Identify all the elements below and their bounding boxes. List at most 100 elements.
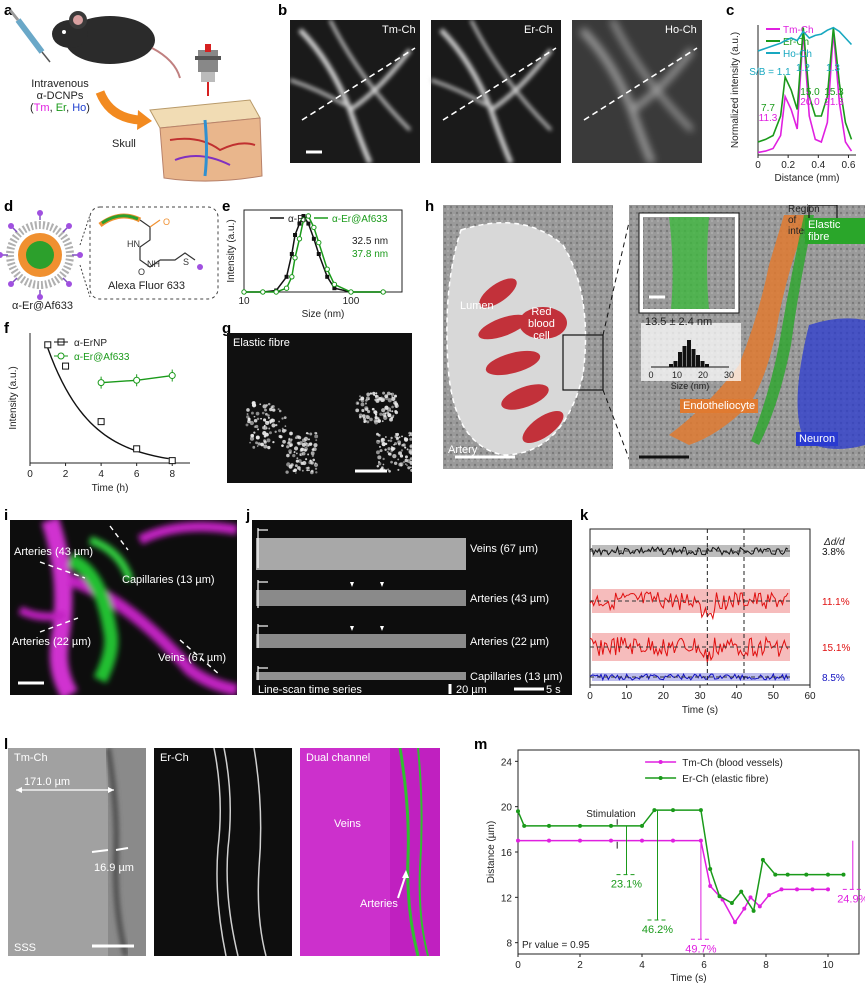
x-tick-label: 4 xyxy=(98,469,104,480)
data-point xyxy=(767,893,772,898)
y-axis-label: Normalized intensity (a.u.) xyxy=(730,32,741,148)
fibre-dot xyxy=(409,432,412,437)
fibre-dot xyxy=(391,405,394,409)
change-label: 23.1% xyxy=(611,879,642,891)
x-tick-label: 0.4 xyxy=(811,160,825,171)
elastic-fibre-image xyxy=(227,333,412,483)
l-arteries-label: Arteries xyxy=(360,898,398,910)
fibre-dot xyxy=(378,445,382,448)
tm-ch-image-l xyxy=(8,748,146,956)
fibre-dot xyxy=(406,459,411,463)
fibre-dot xyxy=(366,392,371,397)
x-axis-label: Distance (mm) xyxy=(774,173,839,184)
fibre-dot xyxy=(390,460,393,464)
data-point xyxy=(671,808,675,813)
fibre-dot xyxy=(255,411,260,416)
fibre-dot xyxy=(289,431,293,436)
x-axis-label: Time (h) xyxy=(92,483,129,494)
thickness-label: 13.5 ± 2.4 nm xyxy=(645,316,713,328)
fibre-dot xyxy=(255,435,260,440)
hist-axis-label: Size (nm) xyxy=(671,381,710,391)
fibre-dot xyxy=(263,444,268,449)
fibre-dot xyxy=(310,469,314,473)
hist-bar xyxy=(700,361,705,367)
legend-dot-0 xyxy=(658,760,663,764)
data-point xyxy=(301,214,306,218)
fibre-dot xyxy=(245,423,249,427)
i-label-arteries-22: Arteries (22 µm) xyxy=(12,636,92,648)
data-point xyxy=(522,823,527,828)
fibre-dot xyxy=(397,458,400,461)
y-axis-label: Distance (µm) xyxy=(486,821,497,883)
fibre-dot xyxy=(249,436,255,441)
fibre-dot xyxy=(393,461,398,466)
trace-1 xyxy=(589,590,789,621)
data-point xyxy=(305,213,312,219)
fibre-dot xyxy=(288,464,293,469)
trace-2 xyxy=(589,635,789,663)
fibre-dot xyxy=(369,392,373,395)
data-point xyxy=(283,285,290,291)
fibre-dot xyxy=(267,445,271,450)
y-axis-label: Intensity (a.u.) xyxy=(8,366,19,429)
data-point xyxy=(698,808,703,813)
data-point xyxy=(332,286,337,291)
delta-value-3: 8.5% xyxy=(822,673,845,684)
fibre-dot xyxy=(378,460,380,463)
fibre-dot xyxy=(364,402,368,405)
x-tick-label: 8 xyxy=(763,960,769,971)
fibre-dot xyxy=(373,410,378,415)
fibre-dot xyxy=(382,457,385,461)
fibre-dot xyxy=(315,439,318,442)
artery-label: Artery xyxy=(448,444,478,456)
fibre-dot xyxy=(391,410,394,413)
fibre-dot xyxy=(377,462,382,466)
fibre-dot xyxy=(387,447,391,451)
fibre-dot xyxy=(385,436,387,438)
x-tick-label: 40 xyxy=(731,691,743,702)
fibre-dot xyxy=(367,410,371,414)
fibre-dot xyxy=(390,436,393,440)
fibre-dot xyxy=(388,469,391,473)
hist-bar xyxy=(682,346,687,367)
er-label: Er xyxy=(55,102,67,114)
fibre-dot xyxy=(268,427,271,430)
fibre-dot xyxy=(393,401,397,405)
data-point xyxy=(578,838,582,843)
data-point xyxy=(260,289,266,295)
fibre-dot xyxy=(373,419,378,423)
data-point xyxy=(348,289,354,295)
fibre-dot xyxy=(408,434,411,437)
fibre-dot xyxy=(387,468,390,471)
fibre-dot xyxy=(262,431,267,436)
vessel-fluorescence-image xyxy=(10,520,237,695)
ho-ch-image xyxy=(572,20,702,163)
fibre-dot xyxy=(402,460,406,464)
endotheliocyte-label: Endotheliocyte xyxy=(680,399,759,413)
data-point xyxy=(289,252,294,256)
data-point xyxy=(578,823,582,828)
l-width-16: 16.9 µm xyxy=(94,862,134,874)
panel-label-j: j xyxy=(246,507,251,524)
annotation: 15.3 xyxy=(824,87,844,98)
fibre-dot xyxy=(372,391,376,395)
endotheliocyte-region xyxy=(669,215,809,445)
rbc-label-2: blood xyxy=(528,318,555,330)
data-point xyxy=(311,224,317,231)
panel-label-c: c xyxy=(726,2,735,19)
fibre-dot xyxy=(386,391,391,396)
y-tick-label: 12 xyxy=(501,893,513,904)
fibre-dot xyxy=(395,406,398,408)
fibre-dot xyxy=(278,429,282,433)
data-point xyxy=(97,379,105,387)
panel-label-f: f xyxy=(4,320,9,337)
chart-f: α-ErNP α-Er@Af633 0 2 4 6 8 Time (h) Intensity (… xyxy=(8,333,190,494)
delta-value-2: 15.1% xyxy=(822,643,850,654)
fibre-dot xyxy=(251,411,254,415)
data-point xyxy=(609,838,613,843)
j-scale-s: 5 s xyxy=(546,684,561,696)
fibre-dot xyxy=(386,450,389,454)
fibre-dot xyxy=(383,414,387,418)
data-point xyxy=(739,889,744,894)
